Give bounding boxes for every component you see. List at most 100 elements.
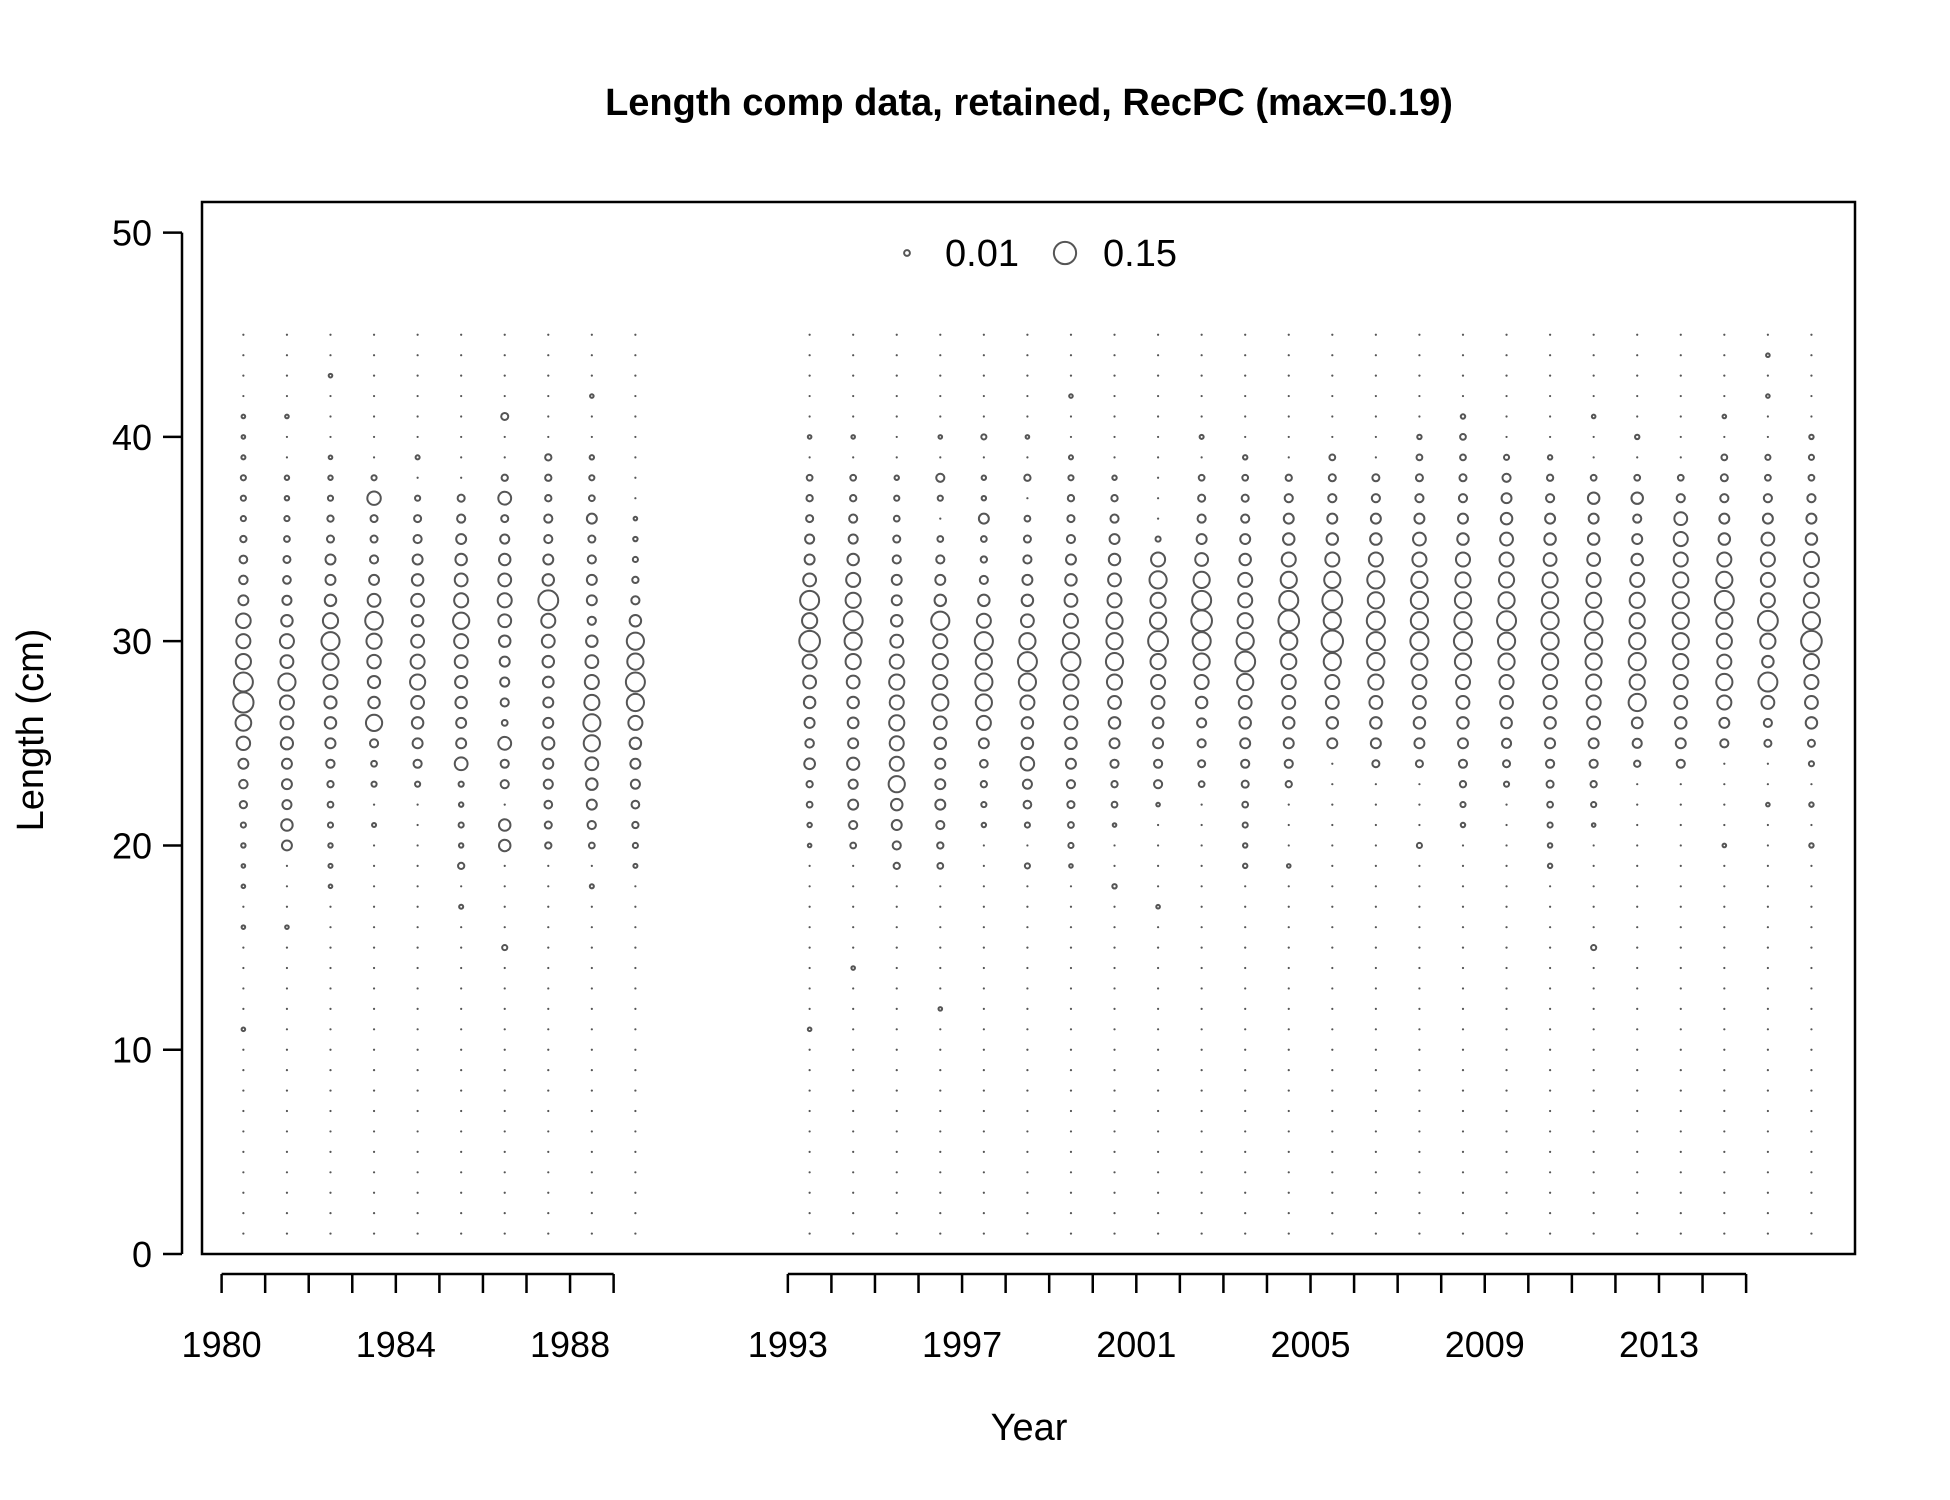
bubble-empty xyxy=(1069,1171,1073,1174)
bubble xyxy=(805,494,814,503)
bubble xyxy=(240,842,247,849)
bubble-empty xyxy=(1331,374,1334,377)
bubble-empty xyxy=(1548,946,1552,949)
bubble-empty xyxy=(1810,1007,1813,1010)
bubble xyxy=(1191,589,1213,611)
bubble xyxy=(1672,551,1689,568)
bubble-empty xyxy=(1505,966,1508,970)
bubble-empty xyxy=(982,354,985,357)
bubble xyxy=(1108,737,1121,750)
bubble-empty xyxy=(1026,374,1029,377)
bubble xyxy=(1808,801,1815,808)
bubble xyxy=(322,674,339,691)
bubble xyxy=(806,842,813,849)
bubble xyxy=(1238,716,1252,730)
bubble-empty xyxy=(1374,783,1377,786)
bubble-empty xyxy=(852,905,855,908)
bubble-empty xyxy=(242,1171,245,1174)
bubble-empty xyxy=(1461,1191,1465,1194)
bubble xyxy=(240,413,247,420)
bubble-empty xyxy=(1156,374,1160,377)
bubble-empty xyxy=(1287,415,1290,418)
bubble xyxy=(1628,591,1646,609)
bubble-empty xyxy=(285,354,289,357)
bubble-empty xyxy=(1244,374,1247,377)
bubble xyxy=(1456,716,1470,730)
bubble-empty xyxy=(460,1171,463,1174)
bubble-empty xyxy=(1723,762,1726,765)
bubble xyxy=(1628,673,1646,691)
bubble-empty xyxy=(1331,783,1334,786)
bubble-empty xyxy=(895,1007,898,1010)
bubble xyxy=(1284,473,1293,482)
bubble-empty xyxy=(285,1089,289,1092)
year-column xyxy=(1016,333,1038,1235)
bubble-empty xyxy=(1113,966,1116,970)
bubble-empty xyxy=(416,435,419,439)
bubble xyxy=(803,716,816,729)
bubble-empty xyxy=(808,885,811,888)
bubble xyxy=(1761,654,1775,669)
bubble xyxy=(975,714,992,731)
bubble-empty xyxy=(1374,1130,1377,1133)
bubble xyxy=(1542,552,1558,567)
bubble xyxy=(543,820,553,830)
bubble xyxy=(798,629,821,653)
year-column xyxy=(1147,333,1170,1235)
bubble-empty xyxy=(285,1048,289,1051)
bubble-empty xyxy=(1287,966,1290,970)
bubble-empty xyxy=(242,1232,245,1235)
bubble-empty xyxy=(329,1069,332,1072)
bubble xyxy=(632,862,639,869)
bubble xyxy=(368,738,380,749)
bubble xyxy=(803,757,816,771)
bubble-empty xyxy=(1113,1109,1116,1113)
bubble xyxy=(937,434,944,440)
bubble-empty xyxy=(939,1212,942,1215)
bubble-empty xyxy=(547,1150,550,1153)
bubble-empty xyxy=(1461,1028,1465,1031)
bubble xyxy=(327,883,334,890)
bubble xyxy=(1497,652,1516,671)
bubble xyxy=(1630,552,1644,567)
bubble-empty xyxy=(895,946,898,949)
bubble-empty xyxy=(1069,1150,1073,1153)
bubble xyxy=(803,553,816,566)
bubble xyxy=(1024,434,1031,440)
bubble-empty xyxy=(1723,946,1726,949)
bubble xyxy=(1498,674,1515,691)
bubble-empty xyxy=(242,354,245,357)
bubble-empty xyxy=(1505,1150,1508,1153)
bubble xyxy=(497,838,512,853)
bubble xyxy=(1327,493,1338,504)
bubble-empty xyxy=(939,374,942,377)
bubble xyxy=(283,474,291,481)
bubble-empty xyxy=(1200,374,1203,377)
bubble xyxy=(1366,570,1386,590)
bubble-empty xyxy=(1548,1150,1552,1153)
bubble-empty xyxy=(1244,394,1247,398)
bubble xyxy=(1586,491,1601,505)
bubble xyxy=(888,653,905,670)
bubble-empty xyxy=(1156,966,1160,970)
bubble-empty xyxy=(1069,415,1073,418)
bubble-empty xyxy=(1200,1232,1203,1235)
bubble-empty xyxy=(1331,394,1334,398)
bubble xyxy=(1322,611,1342,631)
bubble xyxy=(320,631,341,652)
bubble-empty xyxy=(1026,415,1029,418)
bubble-empty xyxy=(852,1232,855,1235)
bubble-empty xyxy=(285,1069,289,1072)
bubble-empty xyxy=(1200,394,1203,398)
bubble xyxy=(588,883,595,890)
bubble xyxy=(1412,695,1427,710)
bubble-empty xyxy=(1636,394,1639,398)
bubble-empty xyxy=(1505,1007,1508,1010)
bubble-empty xyxy=(372,1171,376,1174)
bubble xyxy=(1452,631,1474,652)
bubble xyxy=(234,653,252,671)
bubble xyxy=(1195,533,1208,546)
bubble-empty xyxy=(1810,823,1813,827)
bubble-empty xyxy=(1723,926,1726,929)
bubble xyxy=(1019,756,1036,772)
